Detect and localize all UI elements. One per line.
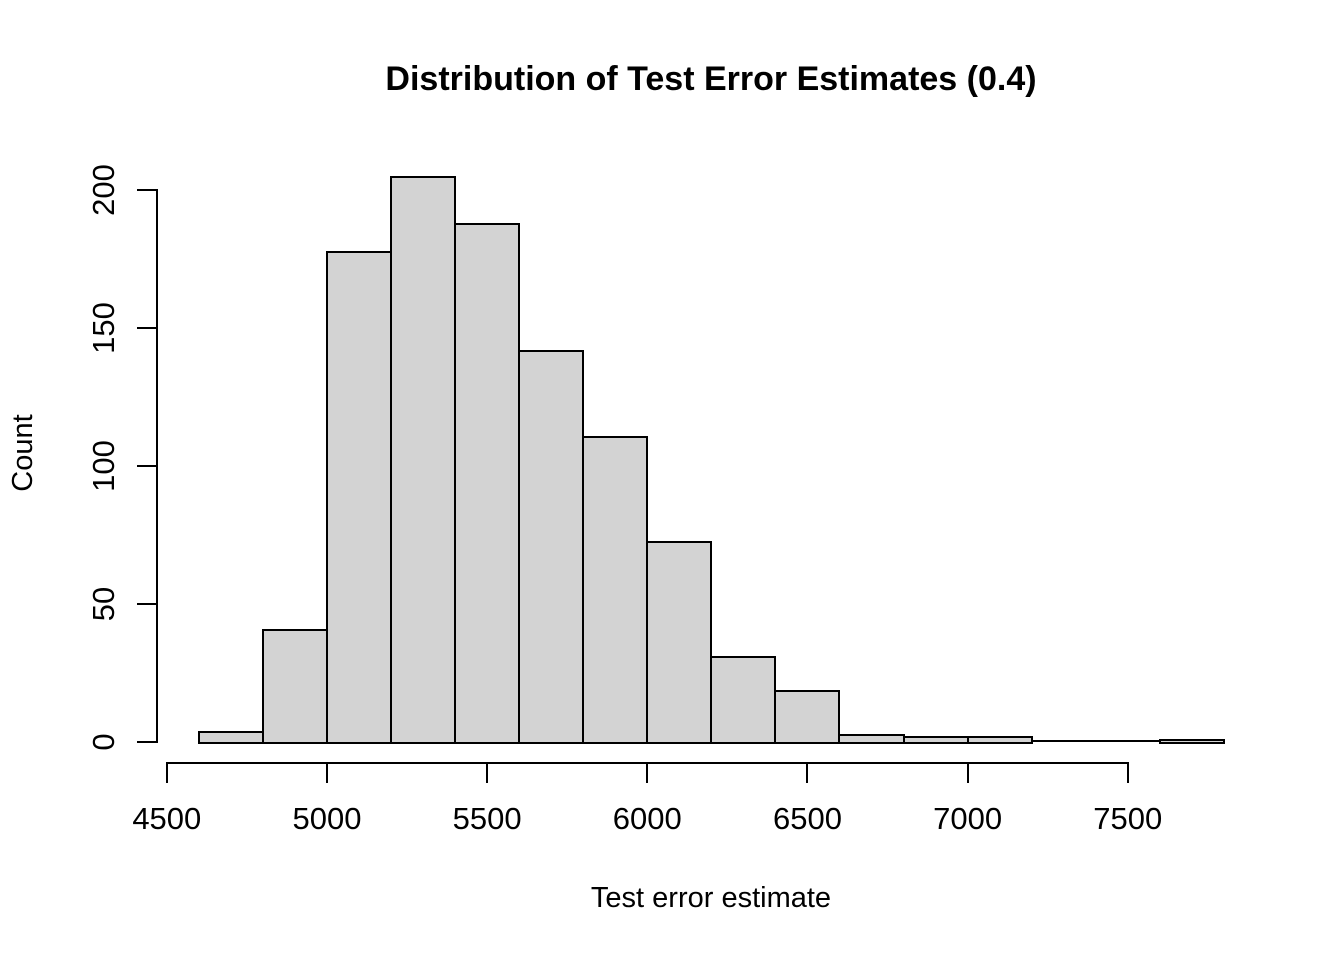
x-tick-label: 6500 — [772, 801, 842, 836]
histogram-bar — [710, 656, 777, 744]
histogram-bar — [774, 689, 841, 744]
y-tick-mark — [137, 465, 157, 467]
histogram-bar-zero — [1030, 740, 1097, 742]
y-axis-line — [156, 189, 158, 743]
chart-title: Distribution of Test Error Estimates (0.… — [385, 60, 1037, 98]
y-tick-label: 200 — [86, 164, 121, 216]
histogram-bar — [902, 736, 969, 744]
histogram-bar — [966, 736, 1033, 744]
x-tick-mark — [966, 762, 969, 783]
x-tick-mark — [1126, 762, 1129, 783]
y-tick-label: 150 — [86, 302, 121, 354]
histogram-bar — [646, 540, 713, 744]
histogram-bar — [325, 250, 393, 744]
y-tick-label: 50 — [86, 586, 121, 622]
x-tick-label: 5500 — [452, 801, 522, 836]
x-tick-label: 4500 — [132, 801, 202, 836]
histogram-bar — [1158, 739, 1225, 744]
x-axis-label: Test error estimate — [590, 882, 832, 914]
histogram-bar-zero — [1094, 740, 1161, 742]
x-tick-mark — [325, 762, 328, 783]
y-tick-label: 0 — [86, 733, 121, 751]
y-tick-mark — [137, 603, 157, 605]
histogram-bar — [582, 435, 649, 744]
x-tick-mark — [165, 762, 168, 783]
histogram-bar — [838, 733, 905, 744]
x-tick-label: 5000 — [292, 801, 362, 836]
x-tick-label: 7000 — [933, 801, 1003, 836]
histogram-bar — [390, 176, 457, 744]
y-axis-label: Count — [7, 414, 39, 492]
y-tick-mark — [137, 189, 157, 191]
histogram-bar — [518, 350, 585, 744]
x-tick-label: 6000 — [612, 801, 682, 836]
y-tick-mark — [137, 741, 157, 743]
x-tick-mark — [646, 762, 649, 783]
histogram-bar — [454, 223, 521, 744]
histogram-bar — [197, 730, 264, 744]
x-tick-mark — [806, 762, 809, 783]
x-tick-mark — [486, 762, 489, 783]
y-tick-mark — [137, 327, 157, 329]
histogram-bar — [261, 628, 328, 744]
y-tick-label: 100 — [86, 440, 121, 492]
x-tick-label: 7500 — [1093, 801, 1163, 836]
